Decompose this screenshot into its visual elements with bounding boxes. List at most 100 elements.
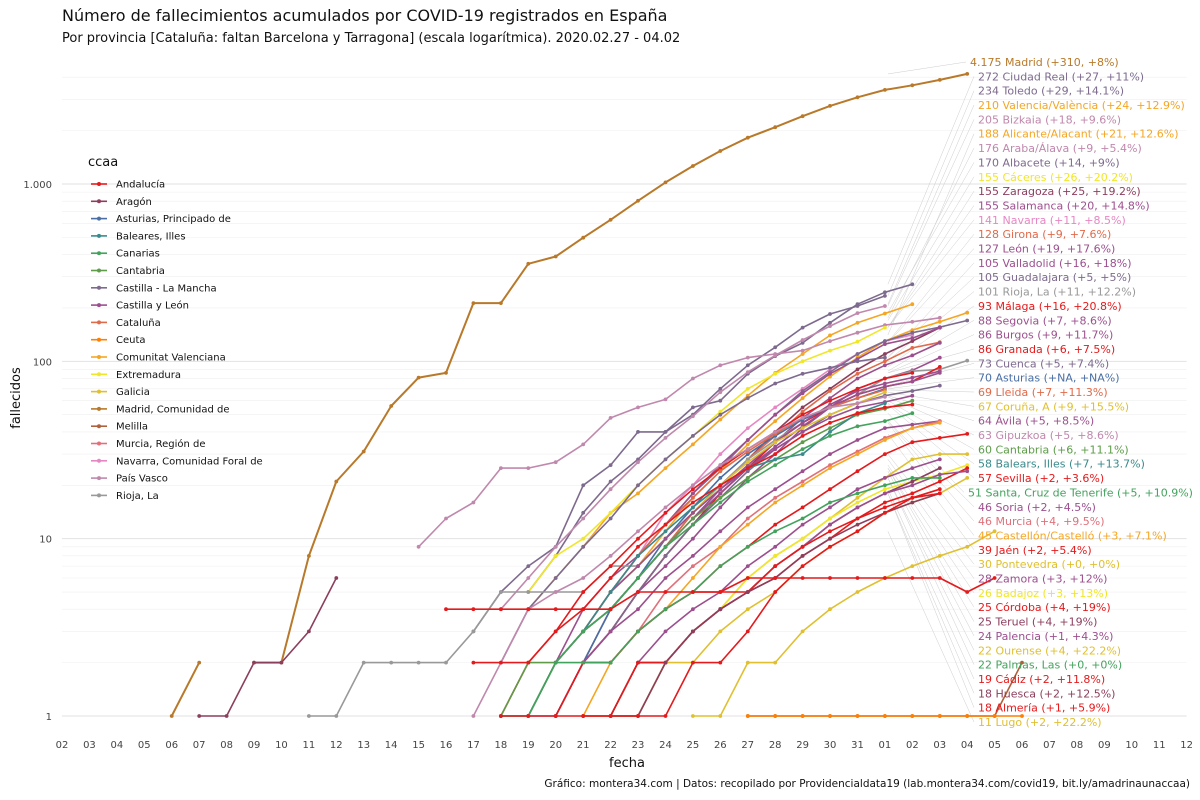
data-point: [745, 576, 750, 580]
data-point: [718, 476, 723, 480]
x-tick-label: 03: [83, 740, 96, 751]
end-label: 176 Araba/Álava (+9, +5.4%): [978, 142, 1142, 155]
label-connector: [887, 377, 975, 390]
data-point: [800, 352, 805, 356]
end-label: 57 Sevilla (+2, +3.6%): [978, 472, 1104, 485]
data-point: [718, 469, 723, 474]
x-tick-label: 09: [248, 740, 261, 751]
data-point: [910, 319, 915, 324]
data-point: [773, 522, 778, 527]
end-label: 86 Burgos (+9, +11.7%): [978, 329, 1113, 342]
data-point: [718, 544, 723, 549]
legend-label: País Vasco: [116, 473, 168, 485]
data-point: [745, 466, 750, 470]
series-line: [418, 317, 940, 548]
data-point: [773, 457, 778, 462]
series-albacete: [581, 318, 970, 634]
data-point: [636, 405, 640, 410]
data-point: [937, 371, 942, 375]
legend-item: Castilla y León: [91, 300, 189, 312]
x-tick-label: 31: [851, 740, 864, 751]
data-point: [691, 495, 695, 500]
data-point: [553, 607, 558, 612]
end-label: 141 Navarra (+11, +8.5%): [978, 214, 1126, 227]
label-connector: [887, 234, 975, 343]
data-point: [965, 714, 970, 718]
data-point: [800, 452, 805, 456]
data-point: [773, 463, 778, 467]
end-label: 234 Toledo (+29, +14.1%): [978, 85, 1124, 98]
data-point: [828, 389, 832, 393]
end-label: 67 Coruña, A (+9, +15.5%): [978, 400, 1129, 413]
label-connector: [887, 291, 975, 361]
data-point: [855, 352, 860, 356]
data-point: [800, 338, 805, 342]
label-connector: [887, 493, 975, 694]
data-point: [965, 310, 970, 315]
x-tick-label: 01: [879, 740, 892, 751]
data-point: [883, 381, 887, 386]
label-connector: [887, 305, 975, 368]
data-point: [691, 516, 695, 521]
legend-key-point: [97, 424, 101, 429]
data-point: [800, 522, 805, 527]
data-point: [691, 500, 695, 505]
data-point: [910, 422, 915, 427]
data-point: [937, 420, 942, 425]
data-point: [828, 104, 832, 108]
x-tick-label: 22: [604, 740, 617, 751]
data-point: [937, 576, 942, 580]
data-point: [444, 660, 448, 665]
data-point: [855, 491, 860, 496]
data-point: [828, 320, 832, 325]
data-point: [855, 376, 860, 381]
data-point: [937, 452, 942, 456]
data-point: [883, 311, 887, 316]
data-point: [855, 505, 860, 510]
data-point: [691, 554, 695, 558]
data-point: [608, 714, 613, 718]
end-labels: 4.175 Madrid (+310, +8%)272 Ciudad Real …: [968, 56, 1193, 729]
data-point: [718, 529, 723, 534]
data-point: [745, 607, 750, 612]
data-point: [937, 341, 942, 345]
data-point: [883, 339, 887, 343]
data-point: [828, 505, 832, 510]
data-point: [828, 434, 832, 438]
data-point: [883, 359, 887, 364]
x-tick-label: 30: [824, 740, 837, 751]
data-point: [581, 629, 586, 634]
data-point: [937, 355, 942, 360]
legend-label: Baleares, Illes: [116, 231, 186, 242]
data-point: [636, 529, 640, 534]
data-point: [883, 325, 887, 330]
legend-label: Extremadura: [116, 370, 181, 381]
legend-key-point: [97, 199, 101, 204]
data-point: [581, 442, 586, 447]
data-point: [910, 495, 915, 500]
end-label: 155 Salamanca (+20, +14.8%): [978, 199, 1150, 212]
series-line: [692, 530, 995, 717]
data-point: [855, 449, 860, 454]
data-point: [691, 660, 695, 665]
data-point: [828, 487, 832, 492]
x-tick-label: 17: [467, 740, 480, 751]
data-point: [883, 426, 887, 430]
data-point: [773, 125, 778, 130]
data-point: [745, 460, 750, 465]
data-point: [553, 576, 558, 580]
data-point: [773, 440, 778, 445]
data-point: [910, 483, 915, 488]
data-point: [965, 476, 970, 480]
series-line: [610, 492, 941, 717]
series-line: [527, 295, 886, 593]
series-c-ceres: [526, 325, 887, 594]
data-point: [636, 554, 640, 558]
data-point: [252, 660, 256, 665]
data-point: [663, 590, 668, 594]
data-point: [636, 607, 640, 612]
end-label: 205 Bizkaia (+18, +9.6%): [978, 113, 1121, 126]
data-point: [691, 607, 695, 612]
data-point: [773, 495, 778, 500]
data-point: [636, 544, 640, 549]
